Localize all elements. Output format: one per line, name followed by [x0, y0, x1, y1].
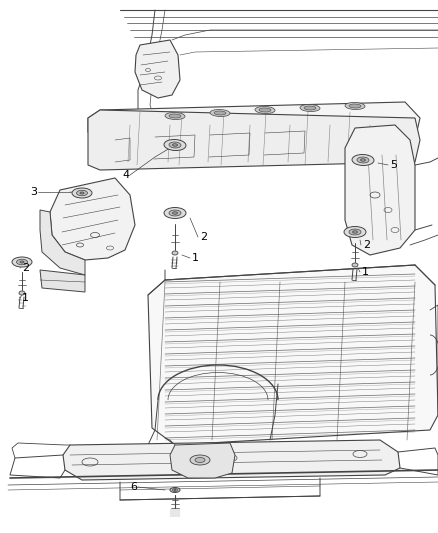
Polygon shape	[63, 440, 400, 480]
Ellipse shape	[353, 231, 357, 233]
Ellipse shape	[164, 207, 186, 219]
Polygon shape	[40, 270, 85, 292]
Ellipse shape	[170, 488, 180, 492]
Polygon shape	[148, 265, 438, 445]
Ellipse shape	[80, 192, 84, 194]
Ellipse shape	[173, 212, 177, 214]
Text: 1: 1	[362, 267, 369, 277]
Ellipse shape	[77, 190, 88, 196]
Ellipse shape	[352, 263, 358, 267]
Ellipse shape	[190, 455, 210, 465]
Text: 4: 4	[122, 170, 129, 180]
Ellipse shape	[17, 259, 28, 265]
Text: 3: 3	[30, 187, 37, 197]
Polygon shape	[345, 125, 415, 255]
Ellipse shape	[72, 188, 92, 198]
Text: 2: 2	[200, 232, 207, 242]
Ellipse shape	[344, 227, 366, 238]
Ellipse shape	[12, 257, 32, 267]
Text: 5: 5	[390, 160, 397, 170]
Polygon shape	[40, 210, 85, 275]
Ellipse shape	[255, 107, 275, 114]
Text: 1: 1	[22, 293, 29, 303]
Ellipse shape	[300, 104, 320, 111]
Ellipse shape	[349, 229, 361, 235]
Ellipse shape	[173, 144, 177, 146]
Ellipse shape	[165, 112, 185, 119]
Ellipse shape	[195, 457, 205, 463]
Ellipse shape	[169, 210, 181, 216]
Text: 2: 2	[363, 240, 370, 250]
Ellipse shape	[169, 114, 181, 118]
Ellipse shape	[357, 157, 369, 163]
Ellipse shape	[360, 159, 365, 161]
Polygon shape	[88, 102, 420, 148]
Ellipse shape	[164, 140, 186, 150]
Polygon shape	[135, 40, 180, 98]
Polygon shape	[170, 443, 235, 478]
Text: 1: 1	[192, 253, 199, 263]
Ellipse shape	[169, 142, 181, 148]
Polygon shape	[88, 110, 420, 170]
Polygon shape	[50, 178, 135, 260]
Ellipse shape	[19, 291, 25, 295]
Ellipse shape	[174, 489, 176, 490]
Ellipse shape	[172, 489, 178, 491]
Ellipse shape	[172, 251, 178, 255]
Ellipse shape	[304, 106, 316, 110]
Ellipse shape	[259, 108, 271, 112]
Ellipse shape	[352, 155, 374, 166]
Ellipse shape	[349, 104, 361, 108]
Ellipse shape	[210, 109, 230, 117]
Ellipse shape	[345, 102, 365, 109]
Text: 6: 6	[130, 482, 137, 492]
Ellipse shape	[20, 261, 24, 263]
Ellipse shape	[214, 111, 226, 115]
Text: 2: 2	[22, 263, 29, 273]
